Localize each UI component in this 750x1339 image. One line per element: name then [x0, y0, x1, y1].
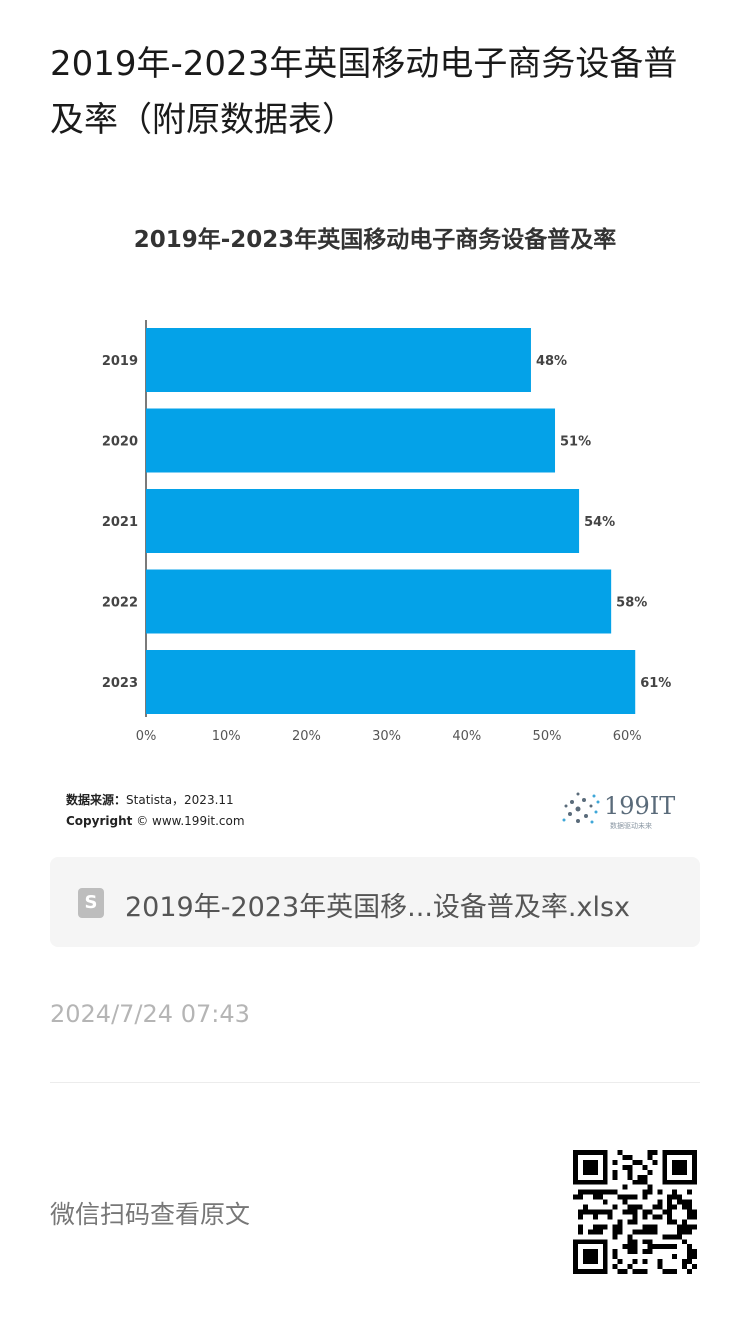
bar-2022	[146, 569, 612, 634]
x-tick-label: 60%	[613, 729, 642, 744]
source-label: 数据来源：	[66, 793, 127, 807]
x-tick-label: 50%	[533, 729, 562, 744]
data-source: 数据来源：Statista，2023.11 Copyright © www.19…	[66, 790, 245, 832]
spreadsheet-icon: S	[78, 888, 104, 918]
bar-2023	[146, 650, 636, 714]
bar-chart: 2019 48% 2020 51% 2021 54% 2022 58% 2023 61% 0% 10%…	[102, 320, 671, 744]
data-label: 58%	[616, 596, 647, 611]
y-tick-label: 2021	[102, 515, 138, 530]
y-tick-label: 2022	[102, 596, 138, 611]
bar-2019	[146, 328, 531, 392]
x-tick-label: 20%	[292, 729, 321, 744]
x-tick-label: 0%	[136, 729, 157, 744]
data-label: 61%	[640, 676, 671, 691]
data-label: 54%	[584, 515, 615, 530]
divider	[50, 1082, 700, 1083]
x-tick-label: 40%	[452, 729, 481, 744]
chart-title: 2019年-2023年英国移动电子商务设备普及率	[133, 227, 617, 253]
y-tick-label: 2020	[102, 435, 138, 450]
y-tick-label: 2019	[102, 354, 138, 369]
attachment-file-name[interactable]: 2019年-2023年英国移...设备普及率.xlsx	[125, 892, 631, 923]
data-label: 51%	[560, 435, 591, 450]
x-tick-label: 10%	[212, 729, 241, 744]
attachment-card[interactable]: S 2019年-2023年英国移...设备普及率.xlsx	[50, 857, 700, 947]
199it-logo: 199IT 数据驱动未来	[562, 792, 675, 830]
copyright-label: Copyright	[66, 814, 133, 828]
bar-2020	[146, 408, 556, 473]
data-label: 48%	[536, 354, 567, 369]
copyright-value: © www.199it.com	[136, 814, 245, 828]
bar-2021	[146, 489, 580, 553]
chart-image[interactable]: 2019年-2023年英国移动电子商务设备普及率 2019 48% 2020 51% 2…	[0, 210, 750, 850]
scan-prompt: 微信扫码查看原文	[50, 1200, 251, 1229]
qr-code[interactable]	[573, 1150, 697, 1274]
publish-timestamp: 2024/7/24 07:43	[50, 1000, 250, 1028]
page-title: 2019年-2023年英国移动电子商务设备普及率（附原数据表）	[50, 44, 678, 140]
y-tick-label: 2023	[102, 676, 138, 691]
logo-tagline: 数据驱动未来	[610, 821, 652, 830]
x-tick-label: 30%	[372, 729, 401, 744]
logo-text: 199IT	[604, 792, 675, 820]
source-value: Statista，2023.11	[126, 793, 234, 807]
